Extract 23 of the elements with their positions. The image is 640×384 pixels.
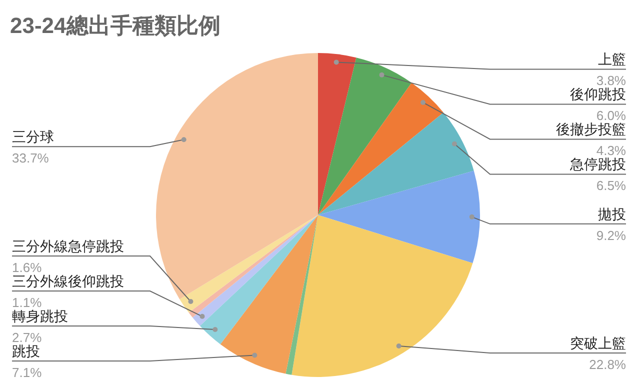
data-label: 1.1%	[12, 295, 42, 310]
data-label: 6.5%	[596, 178, 626, 194]
slice-label: 後撤步投籃	[556, 121, 626, 138]
slice-label: 上籃	[598, 51, 626, 68]
data-label: 2.7%	[12, 330, 42, 345]
data-label: 33.7%	[12, 150, 50, 166]
slice-label: 拋投	[598, 206, 626, 222]
data-label: 9.2%	[596, 228, 626, 243]
slice-label: 急停跳投	[569, 156, 626, 172]
data-label: 4.3%	[596, 143, 626, 158]
slice-label: 三分球	[12, 128, 54, 145]
slice-label: 跳投	[12, 343, 40, 359]
data-label: 1.6%	[12, 260, 42, 275]
data-label: 3.8%	[596, 73, 626, 88]
data-label: 7.1%	[12, 365, 42, 380]
slice-label: 三分外線急停跳投	[12, 238, 124, 254]
slice-label: 三分外線後仰跳投	[12, 273, 124, 289]
slice-label: 突破上籃	[570, 334, 626, 351]
slice-label: 後仰跳投	[570, 86, 626, 102]
slice-label: 轉身跳投	[12, 308, 68, 324]
chart-title: 23-24總出手種類比例	[10, 13, 220, 38]
data-label: 6.0%	[596, 108, 626, 124]
data-label: 22.8%	[589, 356, 626, 372]
